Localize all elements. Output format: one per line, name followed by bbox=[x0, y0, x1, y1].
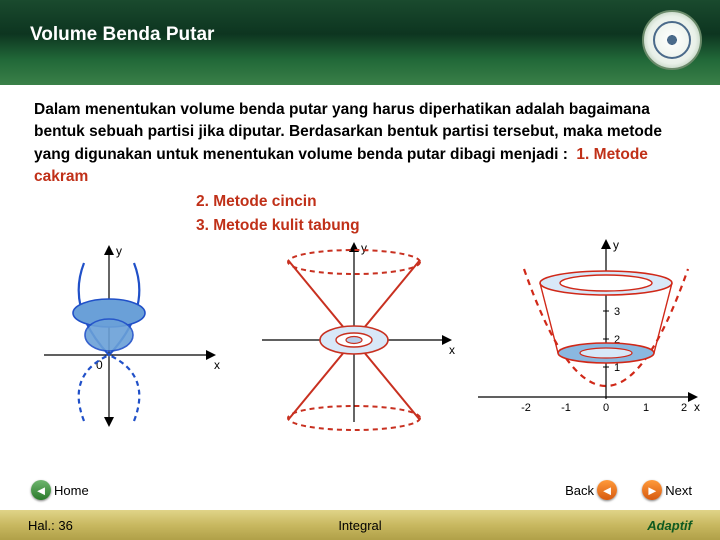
svg-text:2: 2 bbox=[681, 402, 687, 414]
home-button[interactable]: ◄ Home bbox=[28, 480, 89, 500]
diagram-shell: y x 1 2 3 4 -2 -1 0 1 2 bbox=[466, 239, 706, 439]
diagram-washer: y x bbox=[244, 240, 464, 435]
next-button[interactable]: ► Next bbox=[639, 480, 692, 500]
svg-text:x: x bbox=[449, 343, 455, 357]
svg-text:1: 1 bbox=[643, 402, 649, 414]
svg-text:x: x bbox=[214, 358, 220, 372]
footer-brand: Adaptif bbox=[647, 518, 692, 533]
next-arrow-icon: ► bbox=[642, 480, 662, 500]
method-2: 2. Metode cincin bbox=[196, 191, 686, 213]
diagrams-area: y x 0 y x bbox=[34, 245, 686, 445]
footer-bar: Hal.: 36 Integral Adaptif bbox=[0, 510, 720, 540]
svg-text:y: y bbox=[613, 239, 619, 252]
footer-topic: Integral bbox=[338, 518, 381, 533]
svg-text:y: y bbox=[361, 241, 367, 255]
svg-text:-1: -1 bbox=[561, 402, 571, 414]
back-button[interactable]: Back ◄ bbox=[565, 480, 620, 500]
svg-text:1: 1 bbox=[614, 362, 620, 374]
svg-text:0: 0 bbox=[603, 402, 609, 414]
nav-bar: ◄ Home Back ◄ ► Next bbox=[0, 476, 720, 504]
page-number: Hal.: 36 bbox=[28, 518, 73, 533]
paragraph-text: Dalam menentukan volume benda putar yang… bbox=[34, 101, 662, 163]
svg-text:3: 3 bbox=[614, 306, 620, 318]
diagram-disc: y x 0 bbox=[34, 243, 234, 433]
svg-text:y: y bbox=[116, 244, 122, 258]
home-label: Home bbox=[54, 483, 89, 498]
svg-text:-2: -2 bbox=[521, 402, 531, 414]
svg-text:0: 0 bbox=[96, 358, 103, 372]
slide-header: Volume Benda Putar bbox=[0, 0, 720, 85]
next-label: Next bbox=[665, 483, 692, 498]
back-arrow-icon: ◄ bbox=[597, 480, 617, 500]
slide-title: Volume Benda Putar bbox=[30, 24, 720, 46]
home-arrow-icon: ◄ bbox=[31, 480, 51, 500]
method-3: 3. Metode kulit tabung bbox=[196, 215, 686, 237]
content-area: Dalam menentukan volume benda putar yang… bbox=[0, 85, 720, 445]
svg-text:x: x bbox=[694, 400, 700, 414]
back-label: Back bbox=[565, 483, 594, 498]
body-paragraph: Dalam menentukan volume benda putar yang… bbox=[34, 99, 686, 189]
logo-icon bbox=[642, 10, 702, 70]
